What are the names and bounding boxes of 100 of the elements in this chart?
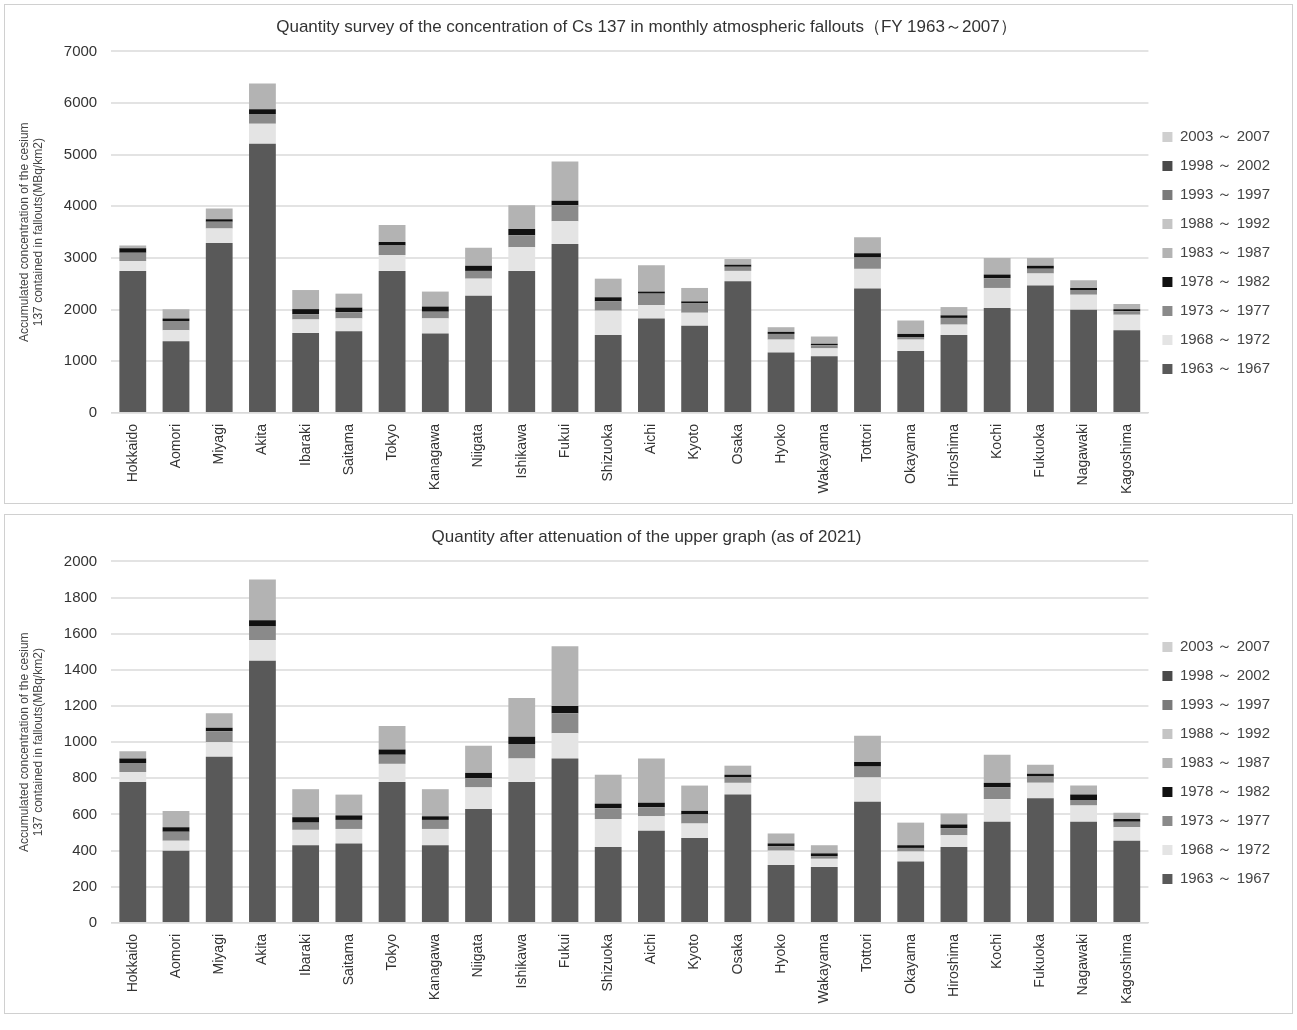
legend-label: 2003 ～ 2007 bbox=[1179, 637, 1270, 655]
bar bbox=[378, 781, 406, 922]
bar bbox=[508, 270, 536, 412]
bar bbox=[810, 336, 838, 344]
x-tick-label: Ishikawa bbox=[512, 423, 529, 479]
bar bbox=[1070, 794, 1097, 801]
y-tick-label: 6000 bbox=[63, 93, 98, 111]
bar bbox=[767, 333, 795, 340]
x-tick-label: Saitama bbox=[339, 933, 356, 986]
bar bbox=[119, 762, 147, 773]
bar bbox=[508, 736, 536, 744]
bar bbox=[465, 772, 492, 779]
x-tick-label: Osaka bbox=[728, 423, 745, 465]
legend-label: 1968 ～ 1972 bbox=[1179, 840, 1270, 858]
x-tick-label: Hiroshima bbox=[944, 423, 961, 487]
bar bbox=[292, 332, 320, 412]
x-tick-label: Akita bbox=[253, 933, 270, 966]
y-tick-label: 0 bbox=[88, 403, 98, 421]
bar bbox=[940, 828, 968, 836]
bar bbox=[594, 310, 622, 335]
bar bbox=[465, 778, 492, 788]
bar bbox=[162, 309, 190, 319]
bar bbox=[162, 330, 190, 342]
bar bbox=[205, 228, 233, 244]
bar bbox=[1026, 798, 1054, 922]
bar bbox=[551, 646, 579, 707]
bar bbox=[292, 817, 320, 823]
bar bbox=[638, 293, 665, 306]
bar bbox=[983, 754, 1011, 783]
bar bbox=[810, 845, 838, 854]
bar bbox=[249, 579, 276, 621]
bar bbox=[292, 290, 320, 310]
x-tick-label: Aomori bbox=[166, 933, 183, 979]
legend-label: 1968 ～ 1972 bbox=[1179, 330, 1270, 348]
bar bbox=[940, 334, 968, 412]
bar bbox=[1026, 782, 1054, 799]
bar bbox=[465, 247, 492, 266]
bar bbox=[292, 319, 320, 333]
y-tick-label: 2000 bbox=[63, 299, 98, 317]
bar bbox=[249, 143, 276, 412]
bar bbox=[1113, 840, 1141, 922]
bar bbox=[638, 318, 665, 412]
bar bbox=[249, 83, 276, 110]
bar bbox=[1026, 764, 1054, 774]
bar bbox=[335, 293, 363, 308]
x-tick-label: Okayama bbox=[901, 933, 918, 994]
bar bbox=[638, 807, 665, 817]
x-tick-label: Ibaraki bbox=[296, 423, 313, 466]
bar bbox=[119, 751, 147, 759]
y-tick-label: 7000 bbox=[63, 41, 98, 59]
bar bbox=[292, 789, 320, 818]
bar bbox=[335, 318, 363, 332]
bar bbox=[638, 830, 665, 922]
bar bbox=[508, 205, 536, 230]
bar bbox=[1113, 821, 1141, 828]
bar bbox=[767, 352, 795, 412]
x-tick-label: Ishikawa bbox=[512, 933, 529, 989]
bar bbox=[767, 833, 795, 844]
bar bbox=[724, 281, 752, 412]
bar bbox=[940, 324, 968, 335]
bar bbox=[335, 828, 363, 844]
bar bbox=[1070, 287, 1097, 291]
bar bbox=[421, 311, 449, 319]
legend-label: 1993 ～ 1997 bbox=[1179, 695, 1270, 713]
bar bbox=[205, 221, 233, 229]
bar bbox=[292, 822, 320, 830]
x-tick-label: Hyoko bbox=[771, 933, 788, 974]
x-tick-label: Shizuoka bbox=[599, 423, 616, 482]
x-tick-label: Niigata bbox=[469, 423, 486, 468]
bar bbox=[897, 339, 925, 351]
bar bbox=[1113, 812, 1141, 820]
bar bbox=[594, 808, 622, 820]
bar bbox=[594, 774, 622, 804]
bar bbox=[1113, 819, 1141, 822]
chart-title: Quantity survey of the concentration of Cs 137 in monthly atmospheric fallouts（FY 1963～2007） bbox=[276, 16, 1017, 36]
y-axis-title: Accumulated concentration of the cesium 137 contained in fallouts(MBq/km2) bbox=[16, 632, 45, 852]
bar bbox=[508, 229, 536, 236]
bar bbox=[249, 123, 276, 144]
x-tick-label: Tottori bbox=[858, 423, 875, 463]
bar bbox=[551, 758, 579, 922]
bar bbox=[421, 318, 449, 334]
x-tick-label: Hokkaido bbox=[123, 933, 140, 993]
bar bbox=[724, 270, 752, 282]
bar bbox=[1026, 273, 1054, 286]
bar bbox=[767, 846, 795, 851]
chart-title: Quantity after attenuation of the upper graph (as of 2021) bbox=[431, 526, 862, 546]
legend-label: 1988 ～ 1992 bbox=[1179, 214, 1270, 232]
bar bbox=[594, 847, 622, 922]
bar bbox=[810, 866, 838, 922]
bar bbox=[983, 278, 1011, 288]
y-axis-title: Accumulated concentration of the cesium 137 contained in fallouts(MBq/km2) bbox=[16, 122, 45, 342]
bar bbox=[1070, 785, 1097, 795]
bar bbox=[119, 758, 147, 763]
bar bbox=[1070, 800, 1097, 806]
x-tick-label: Nagawaki bbox=[1074, 933, 1091, 996]
bar bbox=[1026, 268, 1054, 274]
bar bbox=[162, 321, 190, 331]
y-tick-label: 200 bbox=[72, 876, 98, 894]
y-tick-label: 1000 bbox=[63, 732, 98, 750]
y-tick-label: 800 bbox=[72, 768, 98, 786]
